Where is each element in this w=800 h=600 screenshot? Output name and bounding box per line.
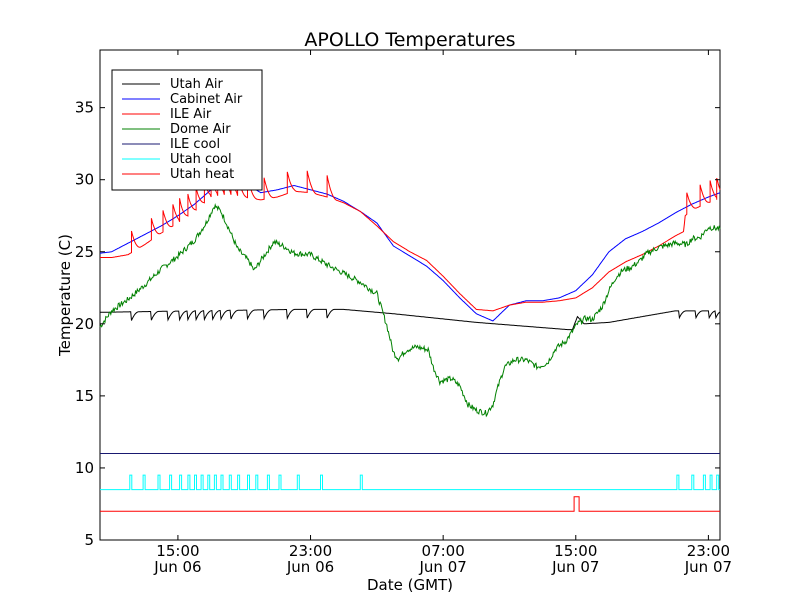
series-line-utah-cool [100,474,720,491]
legend-label-utah-air: Utah Air [170,77,223,92]
legend-label-cabinet-air: Cabinet Air [170,92,243,107]
chart-title: APOLLO Temperatures [304,29,515,51]
x-tick-label-date: Jun 07 [419,558,467,576]
y-tick-label: 35 [75,99,94,117]
y-axis-label: Temperature (C) [56,234,74,357]
x-tick-label-date: Jun 06 [286,558,334,576]
x-tick-label-time: 07:00 [422,542,465,560]
x-tick-label-time: 23:00 [289,542,332,560]
series-line-cabinet-air [99,179,721,322]
series-line-utah-air [100,308,721,331]
y-tick-label: 25 [75,243,94,261]
x-tick-label-time: 15:00 [156,542,199,560]
legend-label-ile-cool: ILE cool [170,137,220,152]
legend-label-utah-heat: Utah heat [170,167,234,182]
y-tick-label: 10 [75,459,94,477]
legend-label-utah-cool: Utah cool [170,152,232,167]
y-tick-label: 5 [84,531,94,549]
series-line-utah-heat [100,496,720,512]
x-tick-label-time: 23:00 [687,542,730,560]
y-tick-label: 15 [75,387,94,405]
x-axis-label: Date (GMT) [367,576,453,594]
series-line-dome-air [99,202,721,418]
x-tick-label-time: 15:00 [554,542,597,560]
series-line-ile-air [100,170,721,312]
x-tick-label-date: Jun 07 [684,558,732,576]
legend-label-dome-air: Dome Air [170,122,231,137]
legend-label-ile-air: ILE Air [170,107,212,122]
y-tick-label: 20 [75,315,94,333]
x-tick-label-date: Jun 07 [551,558,599,576]
x-tick-label-date: Jun 06 [153,558,201,576]
series-layer [99,170,721,512]
legend-box [111,69,263,191]
y-ticks: 5 10 15 20 25 30 35 [75,99,720,549]
y-tick-label: 30 [75,171,94,189]
